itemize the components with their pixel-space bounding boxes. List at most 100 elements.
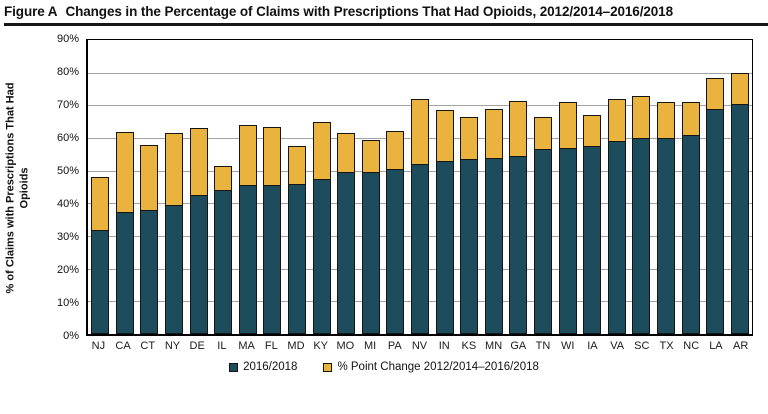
bar-segment-base-IA [583, 146, 602, 334]
bar-segment-base-MO [337, 172, 356, 334]
bar-slot-NC [678, 40, 703, 334]
x-tick-label-IL: IL [217, 340, 227, 352]
bar-slot-GA [506, 40, 531, 334]
legend-label: 2016/2018 [243, 361, 298, 373]
plot-area [86, 39, 753, 336]
bar-slot-NY [162, 40, 187, 334]
x-tick-label-WI: WI [560, 340, 575, 352]
x-tick-label-NJ: NJ [91, 340, 106, 352]
bar-WI [558, 102, 577, 334]
bar-slot-CA [113, 40, 138, 334]
y-tick-label: 60% [56, 132, 79, 144]
bar-MO [337, 133, 356, 334]
x-tick-label-KS: KS [461, 340, 477, 352]
y-tick-label: 80% [56, 66, 79, 78]
x-tick-label-MI: MI [363, 340, 377, 352]
x-tick-label-FL: FL [264, 340, 278, 352]
bar-segment-base-NY [165, 205, 184, 334]
bar-segment-base-NC [681, 134, 700, 334]
bar-slot-NV [408, 40, 433, 334]
bar-MD [288, 146, 307, 334]
bar-segment-change-NC [681, 102, 700, 135]
bar-TN [533, 116, 552, 334]
x-tick-label-NV: NV [411, 340, 428, 352]
bar-segment-base-MA [238, 185, 257, 334]
bar-segment-base-MN [484, 157, 503, 334]
bar-segment-base-VA [607, 141, 626, 334]
bar-slot-PA [383, 40, 408, 334]
bar-slot-NJ [88, 40, 113, 334]
y-tick-label: 10% [56, 297, 79, 309]
bar-segment-base-DE [189, 195, 208, 334]
bar-segment-base-KS [460, 159, 479, 334]
plot-column: NJ CA CT NY DE IL MA FL MD KY MO MI PA NV IN KS MN GA TN WI… [86, 39, 753, 352]
bar-slot-SC [629, 40, 654, 334]
bar-slot-TN [531, 40, 556, 334]
bar-MI [361, 139, 380, 334]
bar-slot-VA [604, 40, 629, 334]
x-tick-label-IA: IA [587, 340, 598, 352]
bar-segment-base-AR [730, 103, 749, 334]
bar-segment-base-TN [533, 149, 552, 334]
legend-label: % Point Change 2012/2014–2016/2018 [337, 361, 539, 373]
bar-NC [681, 102, 700, 334]
bar-SC [632, 95, 651, 334]
legend-swatch-gold [323, 362, 333, 372]
bar-segment-base-WI [558, 147, 577, 334]
bar-slot-DE [186, 40, 211, 334]
figure-title-text: Changes in the Percentage of Claims with… [65, 4, 673, 19]
bar-segment-base-PA [386, 169, 405, 334]
bar-slot-MD [285, 40, 310, 334]
bar-MA [238, 125, 257, 334]
bar-segment-base-SC [632, 138, 651, 334]
bar-NV [411, 98, 430, 334]
bar-GA [509, 100, 528, 334]
x-tick-label-NC: NC [683, 340, 700, 352]
legend: 2016/2018 % Point Change 2012/2014–2016/… [0, 361, 768, 373]
bar-slot-KY [309, 40, 334, 334]
bar-segment-change-MA [238, 125, 257, 186]
bar-segment-change-TX [656, 102, 675, 138]
bar-segment-base-GA [509, 156, 528, 334]
x-tick-label-NY: NY [164, 340, 181, 352]
bar-segment-change-AR [730, 72, 749, 104]
bar-segment-change-CA [115, 131, 134, 212]
bar-slot-IA [580, 40, 605, 334]
y-axis-tick-labels: 90% 80% 70% 60% 50% 40% 30% 20% 10% 0% [36, 33, 86, 342]
bar-segment-change-MO [337, 133, 356, 173]
bar-segment-change-MN [484, 108, 503, 158]
bar-segment-change-DE [189, 128, 208, 196]
bar-segment-change-FL [263, 126, 282, 186]
y-axis-title-column: % of Claims with Prescriptions That Had … [0, 39, 36, 336]
bar-slot-CT [137, 40, 162, 334]
x-tick-label-MA: MA [238, 340, 255, 352]
title-underline-rule [4, 23, 768, 26]
x-tick-label-TX: TX [659, 340, 674, 352]
legend-item-2016-2018: 2016/2018 [229, 361, 297, 373]
x-tick-label-PA: PA [387, 340, 402, 352]
y-tick-label: 40% [56, 198, 79, 210]
gridline-80 [88, 72, 752, 74]
bar-slot-IL [211, 40, 236, 334]
bar-KY [312, 121, 331, 334]
legend-swatch-teal [229, 362, 239, 372]
bar-IN [435, 110, 454, 334]
bar-slot-IN [432, 40, 457, 334]
x-tick-label-LA: LA [709, 340, 723, 352]
bar-segment-base-NJ [91, 229, 110, 334]
bar-segment-base-MD [288, 183, 307, 334]
bar-segment-change-MI [361, 139, 380, 173]
bar-VA [607, 98, 626, 334]
bar-KS [460, 116, 479, 334]
chart: % of Claims with Prescriptions That Had … [0, 33, 768, 352]
bar-segment-change-WI [558, 102, 577, 148]
bar-segment-change-IA [583, 115, 602, 147]
bar-CA [115, 131, 134, 334]
bar-NJ [91, 177, 110, 334]
bar-DE [189, 128, 208, 334]
bar-segment-change-KS [460, 116, 479, 160]
bar-slot-LA [703, 40, 728, 334]
bar-segment-change-NY [165, 133, 184, 205]
x-tick-label-AR: AR [732, 340, 749, 352]
bar-segment-change-IL [214, 165, 233, 191]
